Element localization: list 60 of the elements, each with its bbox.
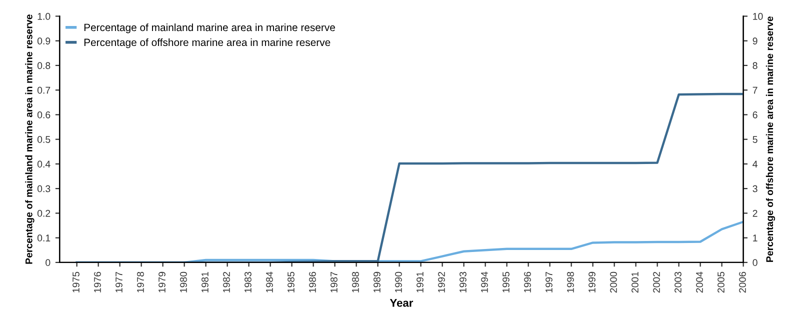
x-tick-label: 1990 [395,272,402,292]
x-tick-label: 2000 [610,272,617,293]
y-tick-label: 0 [46,259,50,266]
y-tick-label: 0.6 [37,111,50,118]
y2-tick-label: 8 [752,62,758,70]
x-tick-label: 1975 [72,272,80,292]
y2-tick-label: 2 [752,210,758,217]
x-tick-label: 1986 [309,272,316,292]
y2-tick-label: 5 [752,136,758,143]
x-tick-label: 2006 [739,272,746,293]
y2-axis-title: Percentage of offshore marine area in marine reserve [766,16,776,262]
x-tick-label: 1993 [460,272,466,292]
y-tick-label: 1.0 [38,12,50,20]
y2-tick-label: 1 [753,234,758,242]
line-series [76,92,744,262]
legend-label: Percentage of offshore marine area in marine reserve [84,38,330,48]
y-tick-label: 0.9 [37,38,50,44]
y-tick-label: 0.4 [37,160,50,168]
x-tick-label: 1982 [223,272,230,292]
legend-label: Percentage of mainland marine area in marine reserve [84,23,335,34]
y2-tick-label: 6 [752,111,758,118]
x-axis-title: Year [390,299,414,307]
x-tick-label: 1976 [94,272,101,292]
x-tick-label: 1999 [588,272,596,292]
x-tick-label: 1992 [438,272,445,292]
x-tick-label: 1995 [502,272,510,292]
y-tick-label: 0.7 [37,86,50,94]
x-tick-label: 1978 [137,272,144,292]
x-tick-label: 1997 [546,272,552,292]
x-tick-label: 1977 [116,272,122,292]
y-tick-label: 0.2 [37,210,50,217]
x-tick-label: 1988 [352,272,359,292]
x-tick-label: 1980 [180,272,187,292]
y2-tick-label: 9 [752,38,758,44]
y-tick-label: 0.8 [37,62,50,70]
x-tick-label: 1987 [330,272,338,292]
x-tick-label: 1985 [288,272,294,292]
x-tick-label: 1998 [567,272,574,292]
x-tick-label: 1983 [244,272,252,292]
x-tick-label: 2001 [632,272,638,293]
x-tick-label: 1989 [374,272,380,292]
y2-tick-label: 0 [752,259,758,266]
x-tick-label: 2005 [718,272,724,293]
x-tick-label: 2004 [696,272,703,293]
y-tick-label: 0.3 [37,185,50,192]
x-tick-label: 1981 [202,272,208,292]
y-tick-label: 0.1 [37,234,50,242]
y2-tick-label: 10 [753,12,763,20]
x-tick-label: 1991 [416,272,424,292]
x-tick-label: 2002 [653,272,660,293]
y-axis-title: Percentage of mainland marine area in marine reserve [25,14,34,264]
y2-tick-label: 7 [752,86,758,94]
y2-tick-label: 4 [752,160,758,168]
x-tick-label: 2003 [674,272,682,293]
y2-tick-label: 3 [752,185,758,192]
y-tick-label: 0.5 [37,136,50,143]
x-tick-label: 1994 [481,272,488,292]
x-tick-label: 1996 [524,272,531,292]
x-tick-label: 1984 [266,272,273,292]
x-tick-label: 1979 [158,272,166,292]
